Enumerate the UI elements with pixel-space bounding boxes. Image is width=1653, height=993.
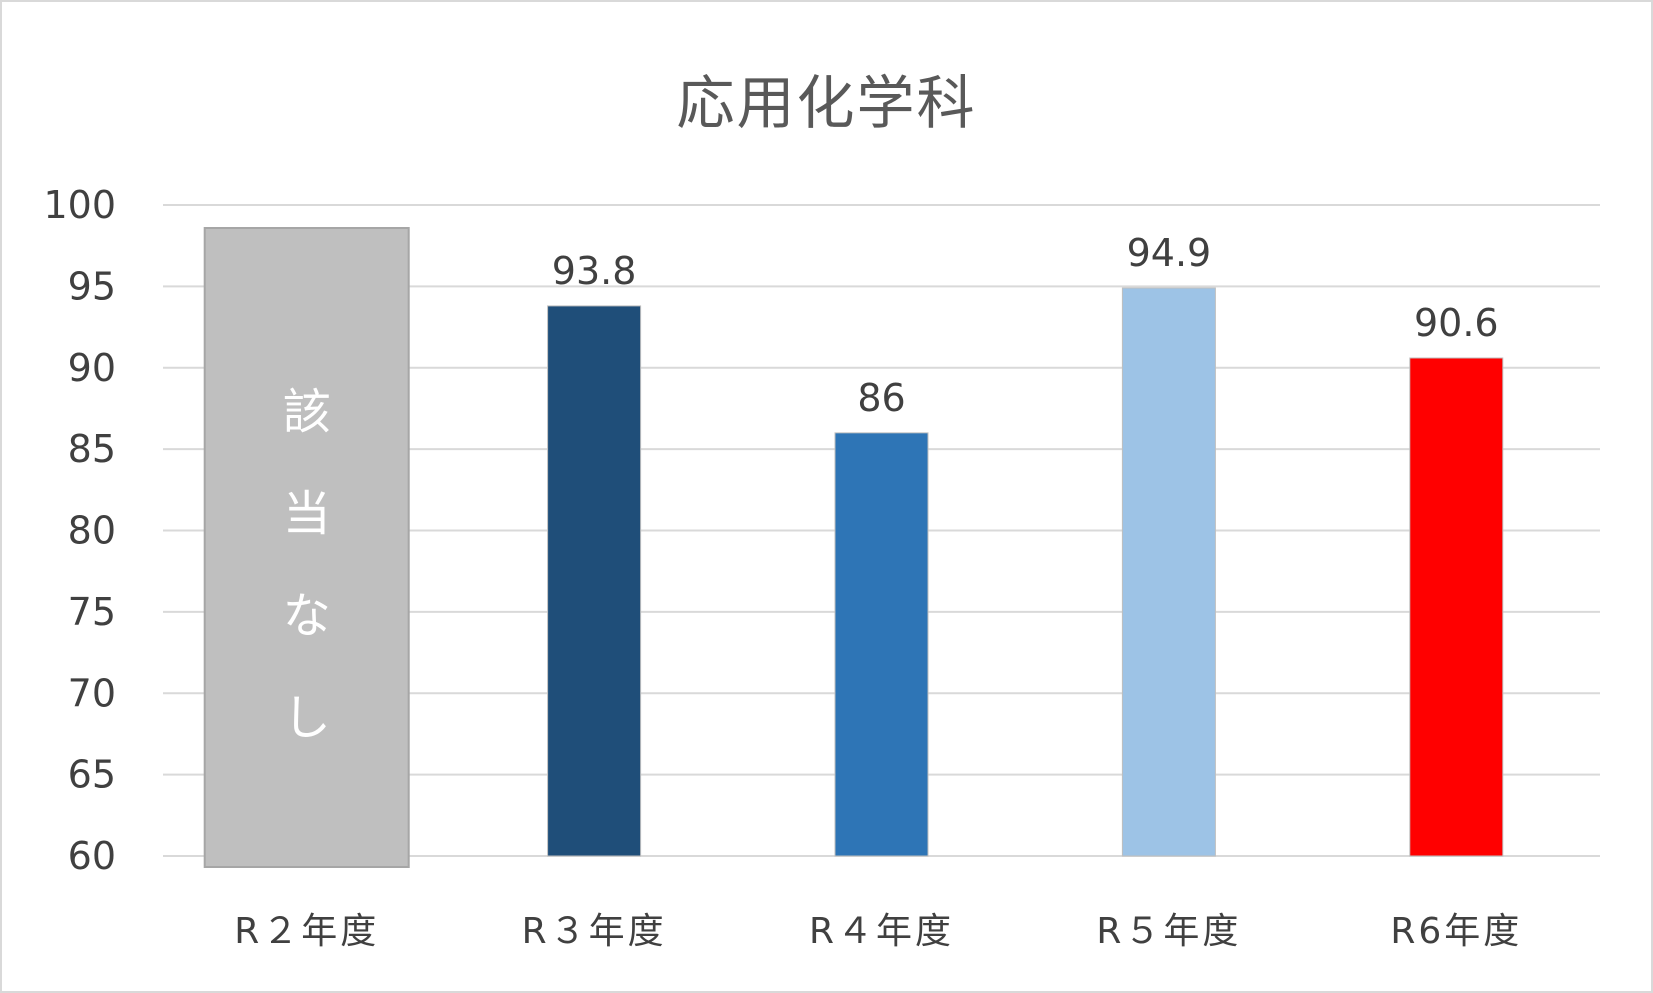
x-category-label: R５年度 xyxy=(1096,911,1241,952)
x-category-label: R２年度 xyxy=(234,911,379,952)
y-axis-ticks: 100 95 90 85 80 75 70 65 60 xyxy=(43,183,116,878)
x-category-label: R４年度 xyxy=(809,911,954,952)
y-tick-label: 100 xyxy=(43,183,116,227)
chart-title: 応用化学科 xyxy=(676,69,977,137)
data-label: 93.8 xyxy=(552,249,637,293)
y-tick-label: 75 xyxy=(68,590,116,634)
y-tick-label: 60 xyxy=(68,834,116,878)
not-applicable-text: し xyxy=(283,690,331,746)
not-applicable-bar xyxy=(203,227,410,868)
not-applicable-text: な xyxy=(283,588,331,644)
data-label: 94.9 xyxy=(1127,231,1212,275)
y-tick-label: 65 xyxy=(68,753,116,797)
not-applicable-text: 当 xyxy=(283,486,331,542)
bar xyxy=(834,432,929,857)
data-label: 86 xyxy=(857,376,905,420)
x-category-label: R３年度 xyxy=(522,911,667,952)
data-labels: 93.8 86 94.9 90.6 xyxy=(552,231,1499,420)
y-tick-label: 70 xyxy=(68,671,116,715)
not-applicable-text: 該 xyxy=(283,384,331,440)
y-tick-label: 80 xyxy=(68,509,116,553)
x-axis-categories: R２年度 R３年度 R４年度 R５年度 R6年度 xyxy=(234,911,1522,952)
data-label: 90.6 xyxy=(1414,301,1499,345)
bar xyxy=(1121,287,1216,857)
x-category-label: R6年度 xyxy=(1390,911,1522,952)
y-tick-label: 95 xyxy=(68,264,116,308)
y-tick-label: 90 xyxy=(68,346,116,390)
bar xyxy=(547,305,642,857)
bar xyxy=(1409,357,1504,857)
y-tick-label: 85 xyxy=(68,427,116,471)
